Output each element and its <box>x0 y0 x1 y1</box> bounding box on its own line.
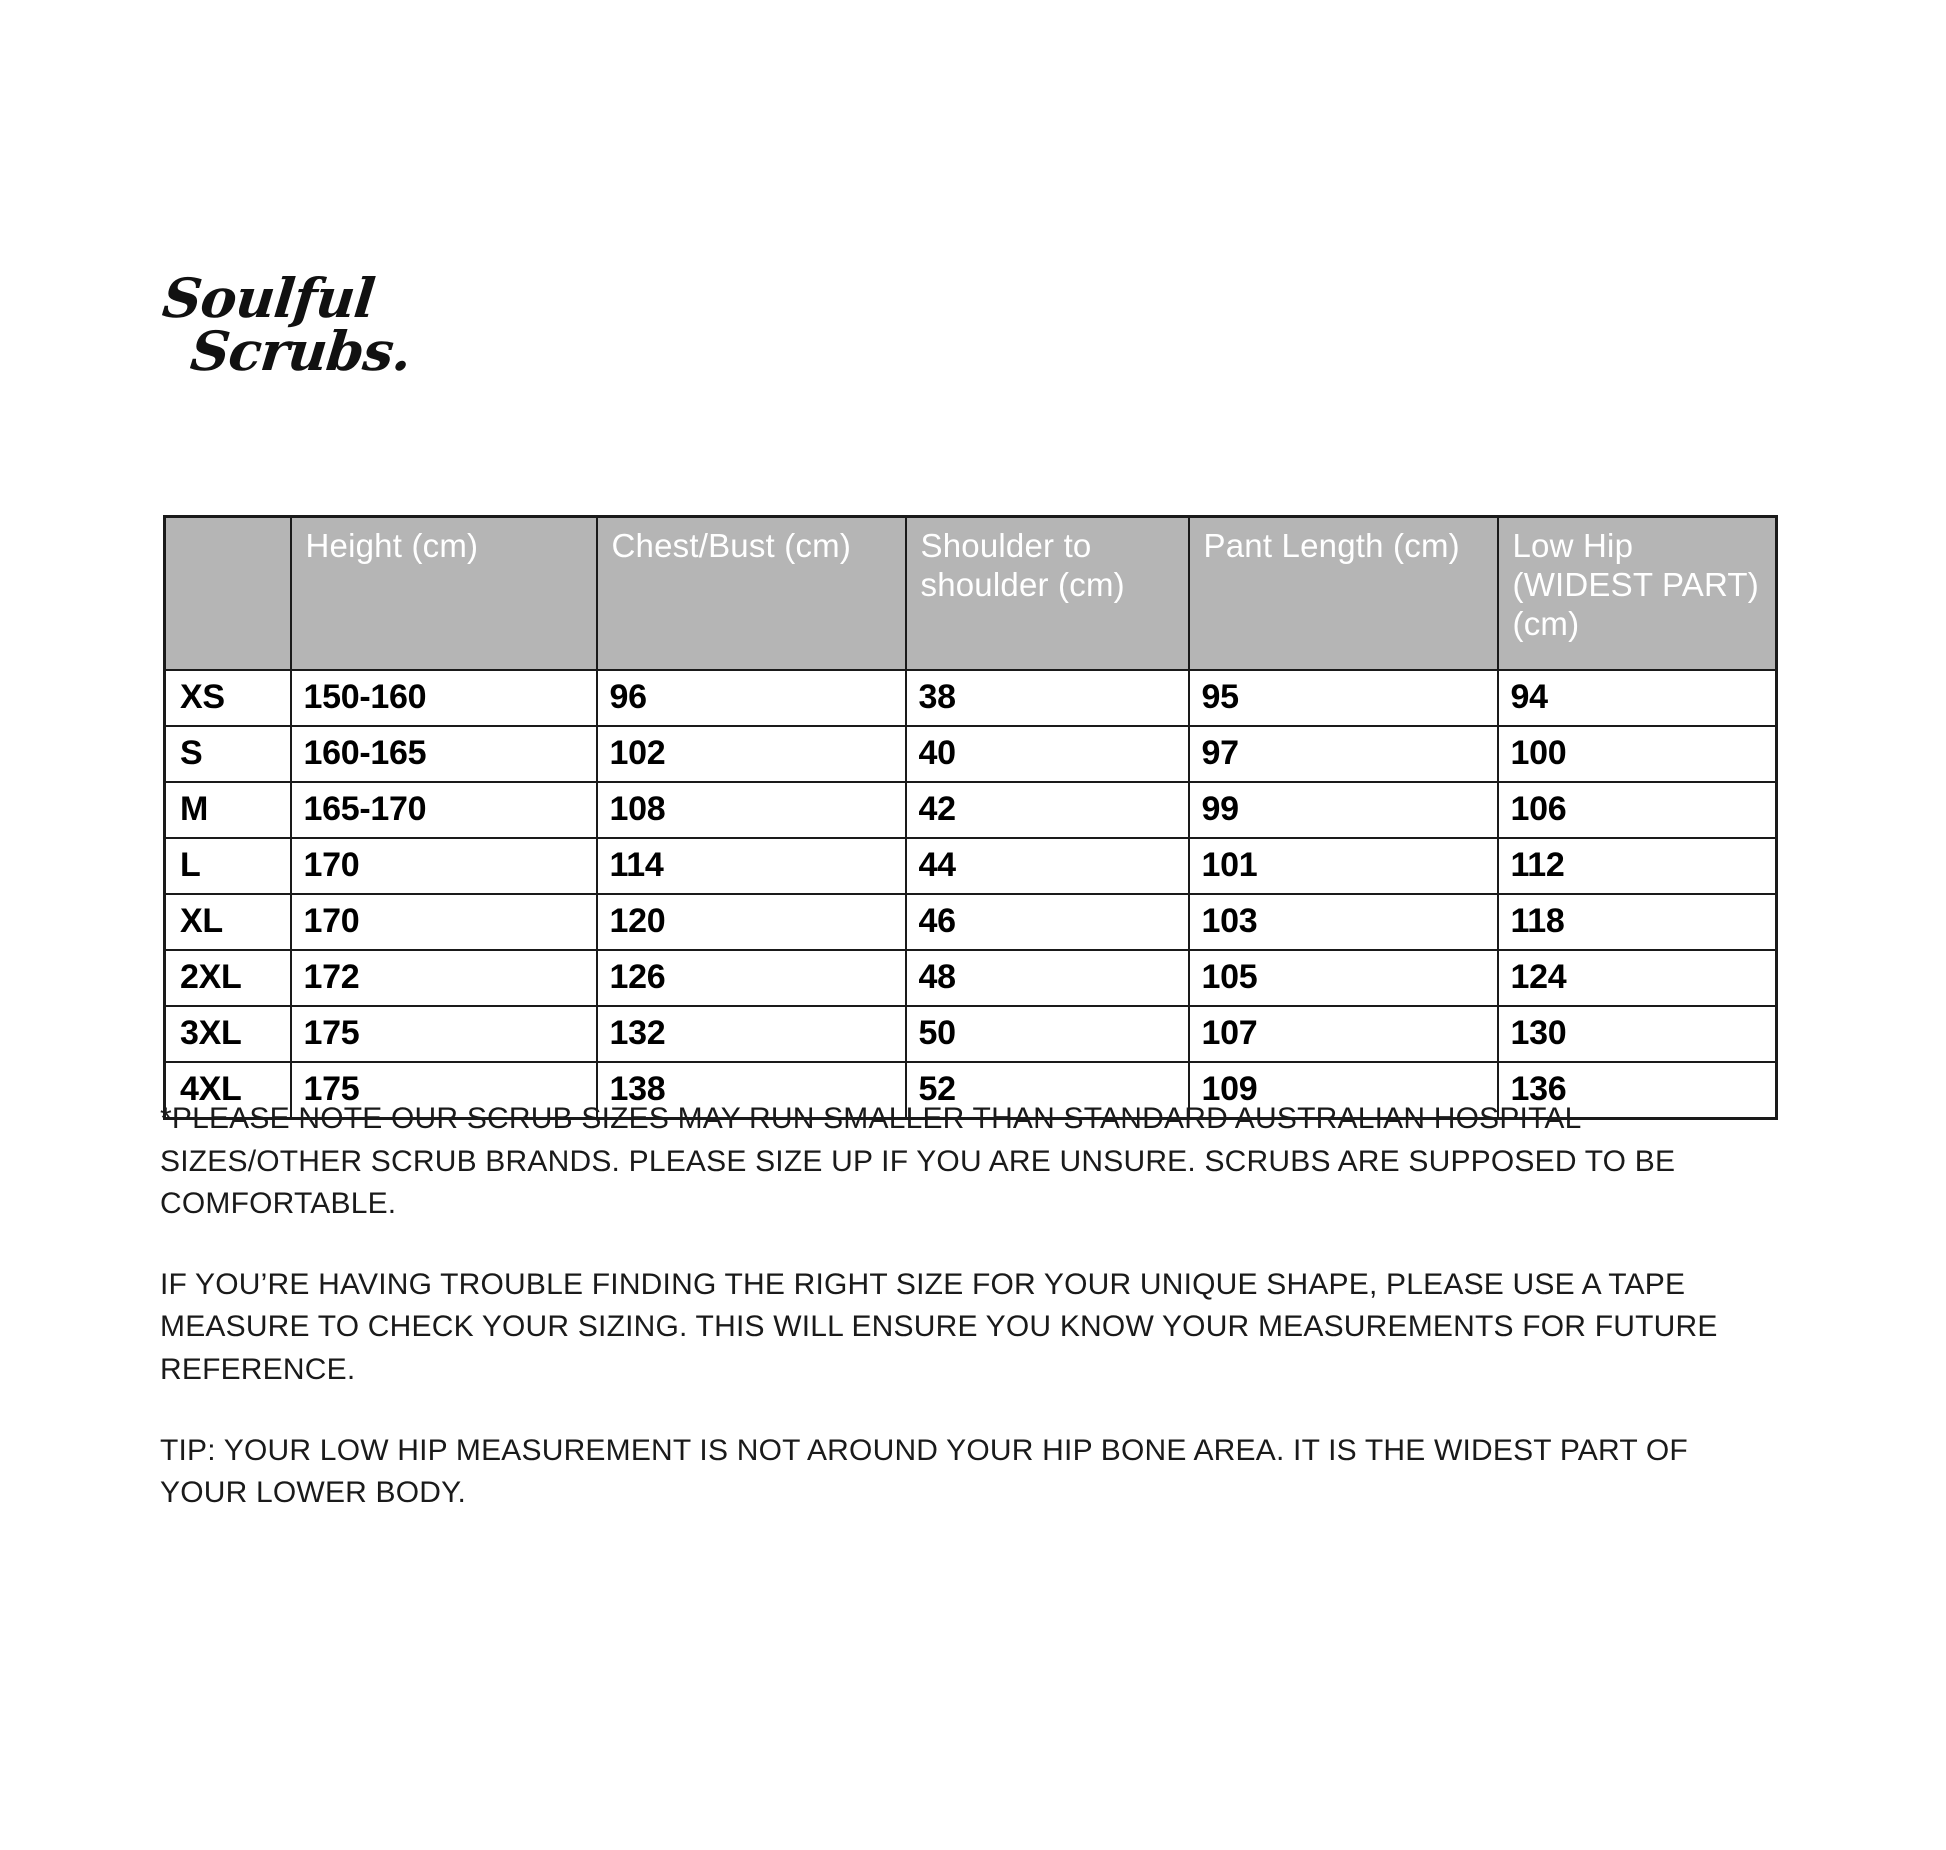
table-row: 4XL 175 138 52 109 136 <box>163 1061 1778 1120</box>
column-header-pant-length: Pant Length (cm) <box>1187 515 1499 671</box>
column-header-chest-bust: Chest/Bust (cm) <box>595 515 907 671</box>
column-header-height: Height (cm) <box>289 515 598 671</box>
note-tape-measure: IF YOU’RE HAVING TROUBLE FINDING THE RIG… <box>160 1267 1718 1386</box>
cell-shoulder: 38 <box>904 669 1190 727</box>
cell-chest: 120 <box>595 893 907 951</box>
table-row: XL 170 120 46 103 118 <box>163 893 1778 951</box>
cell-pant-length: 99 <box>1187 781 1499 839</box>
cell-shoulder: 40 <box>904 725 1190 783</box>
cell-chest: 114 <box>595 837 907 895</box>
cell-pant-length: 101 <box>1187 837 1499 895</box>
table-row: XS 150-160 96 38 95 94 <box>163 669 1778 727</box>
cell-chest: 108 <box>595 781 907 839</box>
cell-height: 160-165 <box>289 725 598 783</box>
brand-logo-line-1: Soulful <box>159 266 378 330</box>
cell-height: 175 <box>289 1061 598 1120</box>
cell-size: 3XL <box>163 1005 292 1063</box>
cell-shoulder: 44 <box>904 837 1190 895</box>
cell-low-hip: 118 <box>1496 893 1778 951</box>
cell-height: 170 <box>289 893 598 951</box>
cell-low-hip: 136 <box>1496 1061 1778 1120</box>
cell-low-hip: 112 <box>1496 837 1778 895</box>
cell-chest: 126 <box>595 949 907 1007</box>
cell-low-hip: 124 <box>1496 949 1778 1007</box>
cell-chest: 132 <box>595 1005 907 1063</box>
cell-size: S <box>163 725 292 783</box>
table-header: Height (cm) Chest/Bust (cm) Shoulder to … <box>163 515 1778 671</box>
cell-height: 165-170 <box>289 781 598 839</box>
cell-size: M <box>163 781 292 839</box>
table-row: M 165-170 108 42 99 106 <box>163 781 1778 839</box>
cell-low-hip: 94 <box>1496 669 1778 727</box>
cell-low-hip: 106 <box>1496 781 1778 839</box>
cell-pant-length: 105 <box>1187 949 1499 1007</box>
cell-pant-length: 107 <box>1187 1005 1499 1063</box>
table-header-row: Height (cm) Chest/Bust (cm) Shoulder to … <box>163 515 1778 671</box>
table-row: S 160-165 102 40 97 100 <box>163 725 1778 783</box>
column-header-low-hip: Low Hip (WIDEST PART) (cm) <box>1496 515 1778 671</box>
notes-section: *PLEASE NOTE OUR SCRUB SIZES MAY RUN SMA… <box>160 1098 1780 1515</box>
size-chart-table: Height (cm) Chest/Bust (cm) Shoulder to … <box>163 515 1778 1120</box>
note-sizing-disclaimer: *PLEASE NOTE OUR SCRUB SIZES MAY RUN SMA… <box>160 1102 1676 1221</box>
table-row: 3XL 175 132 50 107 130 <box>163 1005 1778 1063</box>
brand-logo-line-2: Scrubs. <box>187 318 414 383</box>
note-low-hip-tip: TIP: YOUR LOW HIP MEASUREMENT IS NOT ARO… <box>160 1433 1688 1510</box>
cell-size: 2XL <box>163 949 292 1007</box>
cell-low-hip: 100 <box>1496 725 1778 783</box>
cell-size: XL <box>163 893 292 951</box>
cell-size: 4XL <box>163 1061 292 1120</box>
cell-size: XS <box>163 669 292 727</box>
cell-chest: 102 <box>595 725 907 783</box>
cell-chest: 138 <box>595 1061 907 1120</box>
cell-shoulder: 52 <box>904 1061 1190 1120</box>
cell-low-hip: 130 <box>1496 1005 1778 1063</box>
cell-height: 150-160 <box>289 669 598 727</box>
cell-pant-length: 109 <box>1187 1061 1499 1120</box>
cell-chest: 96 <box>595 669 907 727</box>
cell-shoulder: 42 <box>904 781 1190 839</box>
cell-pant-length: 97 <box>1187 725 1499 783</box>
cell-height: 170 <box>289 837 598 895</box>
cell-size: L <box>163 837 292 895</box>
cell-pant-length: 95 <box>1187 669 1499 727</box>
cell-shoulder: 50 <box>904 1005 1190 1063</box>
brand-logo: Soulful Scrubs. <box>159 266 583 383</box>
table-row: L 170 114 44 101 112 <box>163 837 1778 895</box>
cell-shoulder: 46 <box>904 893 1190 951</box>
table-body: XS 150-160 96 38 95 94 S 160-165 102 40 … <box>163 669 1778 1120</box>
cell-height: 175 <box>289 1005 598 1063</box>
cell-height: 172 <box>289 949 598 1007</box>
table-row: 2XL 172 126 48 105 124 <box>163 949 1778 1007</box>
column-header-size <box>163 515 292 671</box>
column-header-shoulder-to-shoulder: Shoulder to shoulder (cm) <box>904 515 1190 671</box>
cell-pant-length: 103 <box>1187 893 1499 951</box>
cell-shoulder: 48 <box>904 949 1190 1007</box>
